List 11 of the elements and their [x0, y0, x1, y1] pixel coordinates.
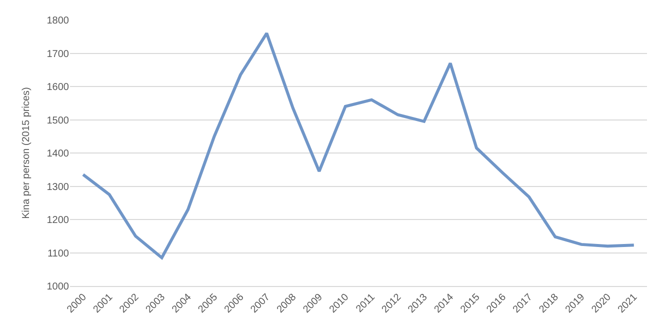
y-tick-label: 1400: [46, 148, 70, 160]
y-tick-label: 1600: [46, 82, 70, 93]
y-tick-label: 1800: [46, 16, 70, 26]
y-tick-label: 1700: [46, 48, 70, 60]
y-tick-label: 1500: [46, 115, 70, 126]
y-tick-label: 1200: [46, 215, 70, 226]
y-tick-label: 1000: [46, 282, 70, 292]
y-tick-label: 1100: [47, 248, 70, 260]
y-tick-label: 1300: [46, 182, 70, 193]
line-series: [82, 32, 636, 260]
y-axis-title: Kina per person (2015 prices): [20, 87, 32, 219]
